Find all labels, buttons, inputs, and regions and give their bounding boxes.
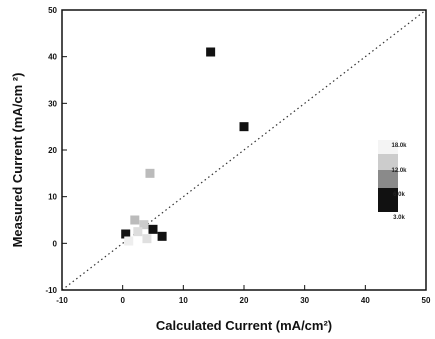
data-point — [148, 224, 158, 234]
x-tick-label: 20 — [240, 296, 249, 305]
data-point — [142, 234, 152, 244]
data-point — [157, 231, 167, 241]
legend-label: 12.0k — [391, 168, 407, 174]
y-tick-label: 40 — [48, 53, 57, 62]
data-point — [145, 168, 155, 178]
legend-swatch — [378, 168, 398, 188]
x-tick-label: 30 — [300, 296, 309, 305]
reference-line-y-equals-x — [61, 9, 427, 291]
y-tick-label: 10 — [48, 193, 57, 202]
y-tick-label: 30 — [48, 99, 57, 108]
data-point — [139, 220, 149, 230]
legend-swatch — [378, 140, 398, 154]
data-points-layer — [121, 47, 249, 246]
data-point — [124, 236, 134, 246]
y-tick-label: 0 — [53, 239, 58, 248]
x-tick-label: 40 — [361, 296, 370, 305]
x-axis-title: Calculated Current (mA/cm²) — [156, 318, 332, 333]
data-point — [239, 122, 249, 132]
legend-label: 18.0k — [391, 143, 407, 149]
x-tick-label: 0 — [120, 296, 125, 305]
legend-swatch — [378, 186, 398, 212]
y-tick-label: 50 — [48, 6, 57, 15]
data-point — [130, 215, 140, 225]
x-tick-label: -10 — [56, 296, 68, 305]
y-tick-label: -10 — [45, 286, 57, 295]
y-axis-title: Measured Current (mA/cm ²) — [10, 73, 25, 248]
y-axis-ticks: -10 0 10 20 30 40 50 — [45, 6, 67, 295]
x-tick-label: 50 — [422, 296, 431, 305]
legend-swatch — [378, 152, 398, 170]
legend: 18.0k 12.0k 6.0k 3.0k — [378, 140, 407, 221]
data-point — [206, 47, 216, 57]
data-point — [121, 229, 131, 239]
legend-label: 6.0k — [393, 192, 405, 198]
x-tick-label: 10 — [179, 296, 188, 305]
data-point — [133, 227, 143, 237]
reference-line-layer — [61, 9, 427, 291]
y-tick-label: 20 — [48, 146, 57, 155]
x-axis-ticks: -10 0 10 20 30 40 50 — [56, 285, 431, 305]
legend-label: 3.0k — [393, 215, 405, 221]
